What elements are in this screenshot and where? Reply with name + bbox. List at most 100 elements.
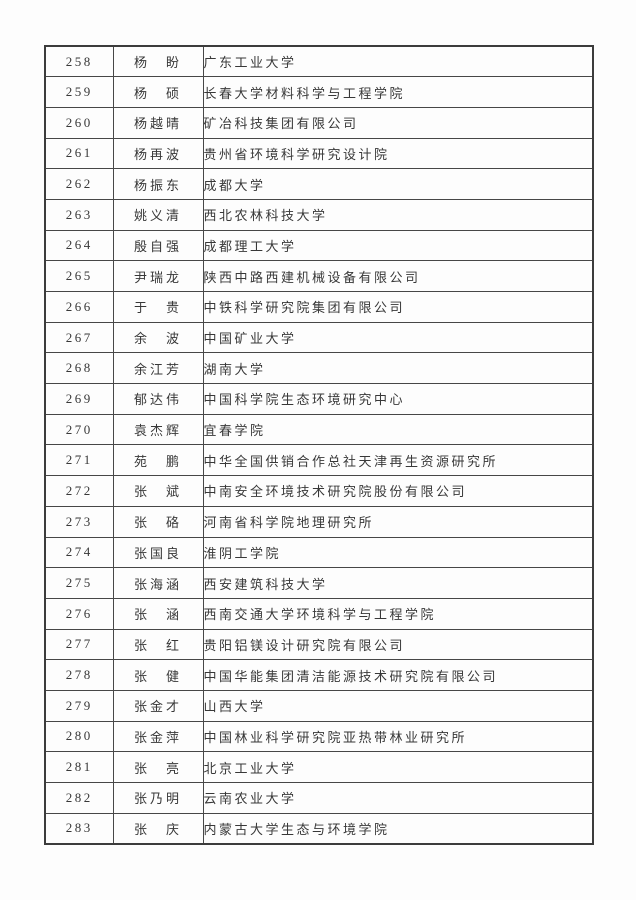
cell-name: 姚义清 <box>112 198 204 231</box>
table-row: 275 张海涵 西安建筑科技大学 <box>44 567 594 599</box>
cell-name: 杨 盼 <box>112 45 204 78</box>
cell-number: 270 <box>44 413 114 446</box>
cell-organization: 矿冶科技集团有限公司 <box>202 106 594 139</box>
cell-organization: 中南安全环境技术研究院股份有限公司 <box>202 475 594 507</box>
cell-name: 杨振东 <box>112 168 204 200</box>
table-row: 271 苑 鹏中华全国供销合作总社天津再生资源研究所 <box>44 444 594 477</box>
table-row: 274 张国良 淮阴工学院 <box>44 536 594 569</box>
table-row: 278 张 健中国华能集团清洁能源技术研究院有限公司 <box>44 659 594 691</box>
table-row: 264 殷自强 成都理工大学 <box>44 229 594 262</box>
cell-organization: 宜春学院 <box>202 413 594 446</box>
table-row: 279 张金才 山西大学 <box>44 689 594 722</box>
cell-organization: 长春大学材料科学与工程学院 <box>202 76 594 108</box>
cell-number: 276 <box>44 597 114 630</box>
cell-name: 张 涵 <box>112 597 204 630</box>
cell-number: 271 <box>44 444 114 477</box>
table-row: 272 张 斌中南安全环境技术研究院股份有限公司 <box>44 475 594 507</box>
cell-name: 袁杰辉 <box>112 413 204 446</box>
cell-number: 281 <box>44 751 114 783</box>
table-row: 276 张 涵西南交通大学环境科学与工程学院 <box>44 597 594 630</box>
cell-number: 266 <box>44 291 114 323</box>
cell-name: 张国良 <box>112 536 204 569</box>
cell-number: 283 <box>44 812 114 845</box>
cell-number: 277 <box>44 628 114 661</box>
table-row: 282 张乃明 云南农业大学 <box>44 782 594 814</box>
table-row: 261 杨再波 贵州省环境科学研究设计院 <box>44 137 594 170</box>
cell-organization: 贵州省环境科学研究设计院 <box>202 137 594 170</box>
cell-name: 张乃明 <box>112 782 204 814</box>
cell-name: 尹瑞龙 <box>112 260 204 292</box>
cell-organization: 中铁科学研究院集团有限公司 <box>202 291 594 323</box>
cell-number: 279 <box>44 689 114 722</box>
table-row: 258 杨 盼广东工业大学 <box>44 45 594 78</box>
cell-number: 282 <box>44 782 114 814</box>
cell-number: 273 <box>44 505 114 538</box>
cell-number: 260 <box>44 106 114 139</box>
table-row: 273 张 硌河南省科学院地理研究所 <box>44 505 594 538</box>
cell-number: 275 <box>44 567 114 599</box>
cell-organization: 西北农林科技大学 <box>202 198 594 231</box>
roster-table: 258 杨 盼广东工业大学 259 杨 硕长春大学材料科学与工程学院 260 杨越晴 矿冶科… <box>44 45 594 845</box>
cell-organization: 成都理工大学 <box>202 229 594 262</box>
cell-name: 张 亮 <box>112 751 204 783</box>
cell-number: 272 <box>44 475 114 507</box>
table-row: 277 张 红贵阳铝镁设计研究院有限公司 <box>44 628 594 661</box>
cell-number: 269 <box>44 383 114 415</box>
cell-number: 265 <box>44 260 114 292</box>
table-row: 268 余江芳 湖南大学 <box>44 352 594 385</box>
cell-organization: 山西大学 <box>202 689 594 722</box>
cell-organization: 陕西中路西建机械设备有限公司 <box>202 260 594 292</box>
cell-name: 余江芳 <box>112 352 204 385</box>
cell-name: 张海涵 <box>112 567 204 599</box>
cell-name: 张金萍 <box>112 720 204 753</box>
cell-number: 264 <box>44 229 114 262</box>
cell-organization: 贵阳铝镁设计研究院有限公司 <box>202 628 594 661</box>
cell-name: 张 庆 <box>112 812 204 845</box>
cell-organization: 内蒙古大学生态与环境学院 <box>202 812 594 845</box>
table-row: 270 袁杰辉 宜春学院 <box>44 413 594 446</box>
cell-organization: 西安建筑科技大学 <box>202 567 594 599</box>
cell-number: 263 <box>44 198 114 231</box>
cell-organization: 湖南大学 <box>202 352 594 385</box>
table-row: 263 姚义清 西北农林科技大学 <box>44 198 594 231</box>
table-row: 281 张 亮北京工业大学 <box>44 751 594 783</box>
cell-number: 280 <box>44 720 114 753</box>
cell-organization: 中国林业科学研究院亚热带林业研究所 <box>202 720 594 753</box>
table-row: 280 张金萍 中国林业科学研究院亚热带林业研究所 <box>44 720 594 753</box>
cell-name: 张 红 <box>112 628 204 661</box>
cell-name: 殷自强 <box>112 229 204 262</box>
table-row: 259 杨 硕长春大学材料科学与工程学院 <box>44 76 594 108</box>
cell-organization: 中华全国供销合作总社天津再生资源研究所 <box>202 444 594 477</box>
cell-name: 杨再波 <box>112 137 204 170</box>
cell-number: 267 <box>44 321 114 354</box>
cell-name: 张金才 <box>112 689 204 722</box>
cell-number: 258 <box>44 45 114 78</box>
cell-number: 261 <box>44 137 114 170</box>
cell-name: 杨越晴 <box>112 106 204 139</box>
cell-number: 278 <box>44 659 114 691</box>
cell-organization: 云南农业大学 <box>202 782 594 814</box>
cell-organization: 成都大学 <box>202 168 594 200</box>
cell-organization: 河南省科学院地理研究所 <box>202 505 594 538</box>
table-row: 262 杨振东 成都大学 <box>44 168 594 200</box>
table-row: 283 张 庆内蒙古大学生态与环境学院 <box>44 812 594 845</box>
cell-organization: 中国华能集团清洁能源技术研究院有限公司 <box>202 659 594 691</box>
table-row: 266 于 贵中铁科学研究院集团有限公司 <box>44 291 594 323</box>
cell-name: 张 斌 <box>112 475 204 507</box>
table-row: 267 余 波中国矿业大学 <box>44 321 594 354</box>
cell-name: 于 贵 <box>112 291 204 323</box>
cell-organization: 淮阴工学院 <box>202 536 594 569</box>
table-row: 265 尹瑞龙 陕西中路西建机械设备有限公司 <box>44 260 594 292</box>
cell-organization: 中国矿业大学 <box>202 321 594 354</box>
roster-table-body: 258 杨 盼广东工业大学 259 杨 硕长春大学材料科学与工程学院 260 杨越晴 矿冶科… <box>44 45 594 845</box>
cell-name: 郁达伟 <box>112 383 204 415</box>
cell-number: 262 <box>44 168 114 200</box>
cell-name: 张 健 <box>112 659 204 691</box>
cell-number: 274 <box>44 536 114 569</box>
cell-name: 苑 鹏 <box>112 444 204 477</box>
cell-name: 余 波 <box>112 321 204 354</box>
cell-name: 张 硌 <box>112 505 204 538</box>
cell-organization: 西南交通大学环境科学与工程学院 <box>202 597 594 630</box>
cell-number: 259 <box>44 76 114 108</box>
